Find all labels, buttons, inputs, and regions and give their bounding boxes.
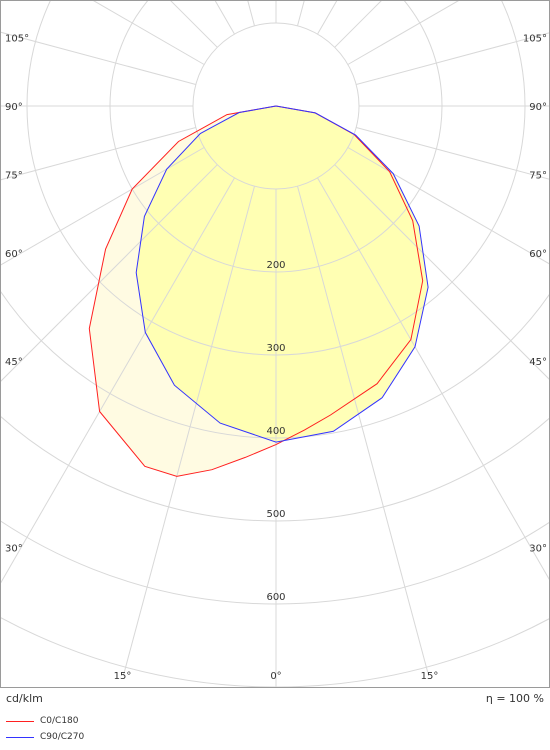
- angle-label-45-right: 45°: [529, 357, 547, 368]
- angle-label-90-left: 90°: [5, 102, 23, 113]
- series-curves: [88, 105, 429, 477]
- series-line-0: [88, 105, 424, 477]
- angle-label-105-right: 105°: [523, 34, 547, 45]
- polar-chart: 200 300 400 500 600 0° 15° 15° 30° 30° 45° 45° 60° 60…: [1, 1, 549, 687]
- angle-label-105-left: 105°: [5, 34, 29, 45]
- angle-label-15-left: 15°: [114, 671, 132, 682]
- radial-tick-label-400: 400: [266, 426, 285, 437]
- grid-spoke--135: [170, 1, 218, 48]
- series-line-1: [135, 105, 429, 443]
- radial-tick-label-500: 500: [266, 509, 285, 520]
- grid-spoke-165: [296, 1, 305, 26]
- legend-item-c90: C90/C270: [6, 731, 84, 743]
- axis-labels: 200 300 400 500 600 0° 15° 15° 30° 30° 45° 45° 60° 60…: [5, 34, 547, 682]
- legend-label-c0: C0/C180: [40, 716, 79, 726]
- grid-spoke--75: [1, 126, 196, 181]
- radial-tick-label-300: 300: [266, 343, 285, 354]
- grid-spoke-135: [334, 1, 382, 48]
- grid-spoke--60: [1, 147, 205, 266]
- grid-spoke-60: [347, 147, 549, 265]
- angle-label-30-right: 30°: [529, 544, 547, 555]
- angle-label-15-right: 15°: [421, 671, 439, 682]
- grid-spoke-120: [347, 1, 459, 65]
- polar-plot-area: 200 300 400 500 600 0° 15° 15° 30° 30° 45° 45° 60° 60…: [0, 0, 550, 688]
- angle-label-60-right: 60°: [529, 249, 547, 260]
- grid-spoke--15: [122, 186, 256, 676]
- angle-label-30-left: 30°: [5, 544, 23, 555]
- series-fills: [89, 106, 429, 477]
- angle-label-45-left: 45°: [5, 357, 23, 368]
- radial-tick-label-200: 200: [266, 260, 285, 271]
- grid-spoke-105: [356, 32, 549, 86]
- series-fill-1: [136, 106, 429, 443]
- angle-label-90-right: 90°: [529, 102, 547, 113]
- grid-spoke--30: [1, 177, 235, 584]
- angle-label-60-left: 60°: [5, 249, 23, 260]
- grid-spoke--165: [247, 1, 256, 26]
- radial-tick-label-600: 600: [266, 592, 285, 603]
- legend-swatch-c90: [6, 736, 34, 738]
- angle-label-75-right: 75°: [529, 170, 547, 181]
- grid-spoke-30: [317, 177, 549, 580]
- grid-spoke-75: [356, 126, 549, 180]
- angle-label-75-left: 75°: [5, 170, 23, 181]
- grid-spoke-45: [334, 164, 549, 380]
- grid-spoke--105: [1, 31, 196, 86]
- angle-label-0: 0°: [270, 671, 281, 682]
- legend-label-c90: C90/C270: [40, 732, 85, 742]
- legend-swatch-c0: [6, 720, 34, 722]
- unit-label: cd/klm: [6, 692, 43, 705]
- legend-item-c0: C0/C180: [6, 715, 79, 727]
- grid-spoke--45: [1, 164, 218, 382]
- grid-spoke-15: [296, 186, 430, 676]
- grid-spoke--120: [93, 1, 205, 65]
- efficiency-label: η = 100 %: [485, 692, 544, 705]
